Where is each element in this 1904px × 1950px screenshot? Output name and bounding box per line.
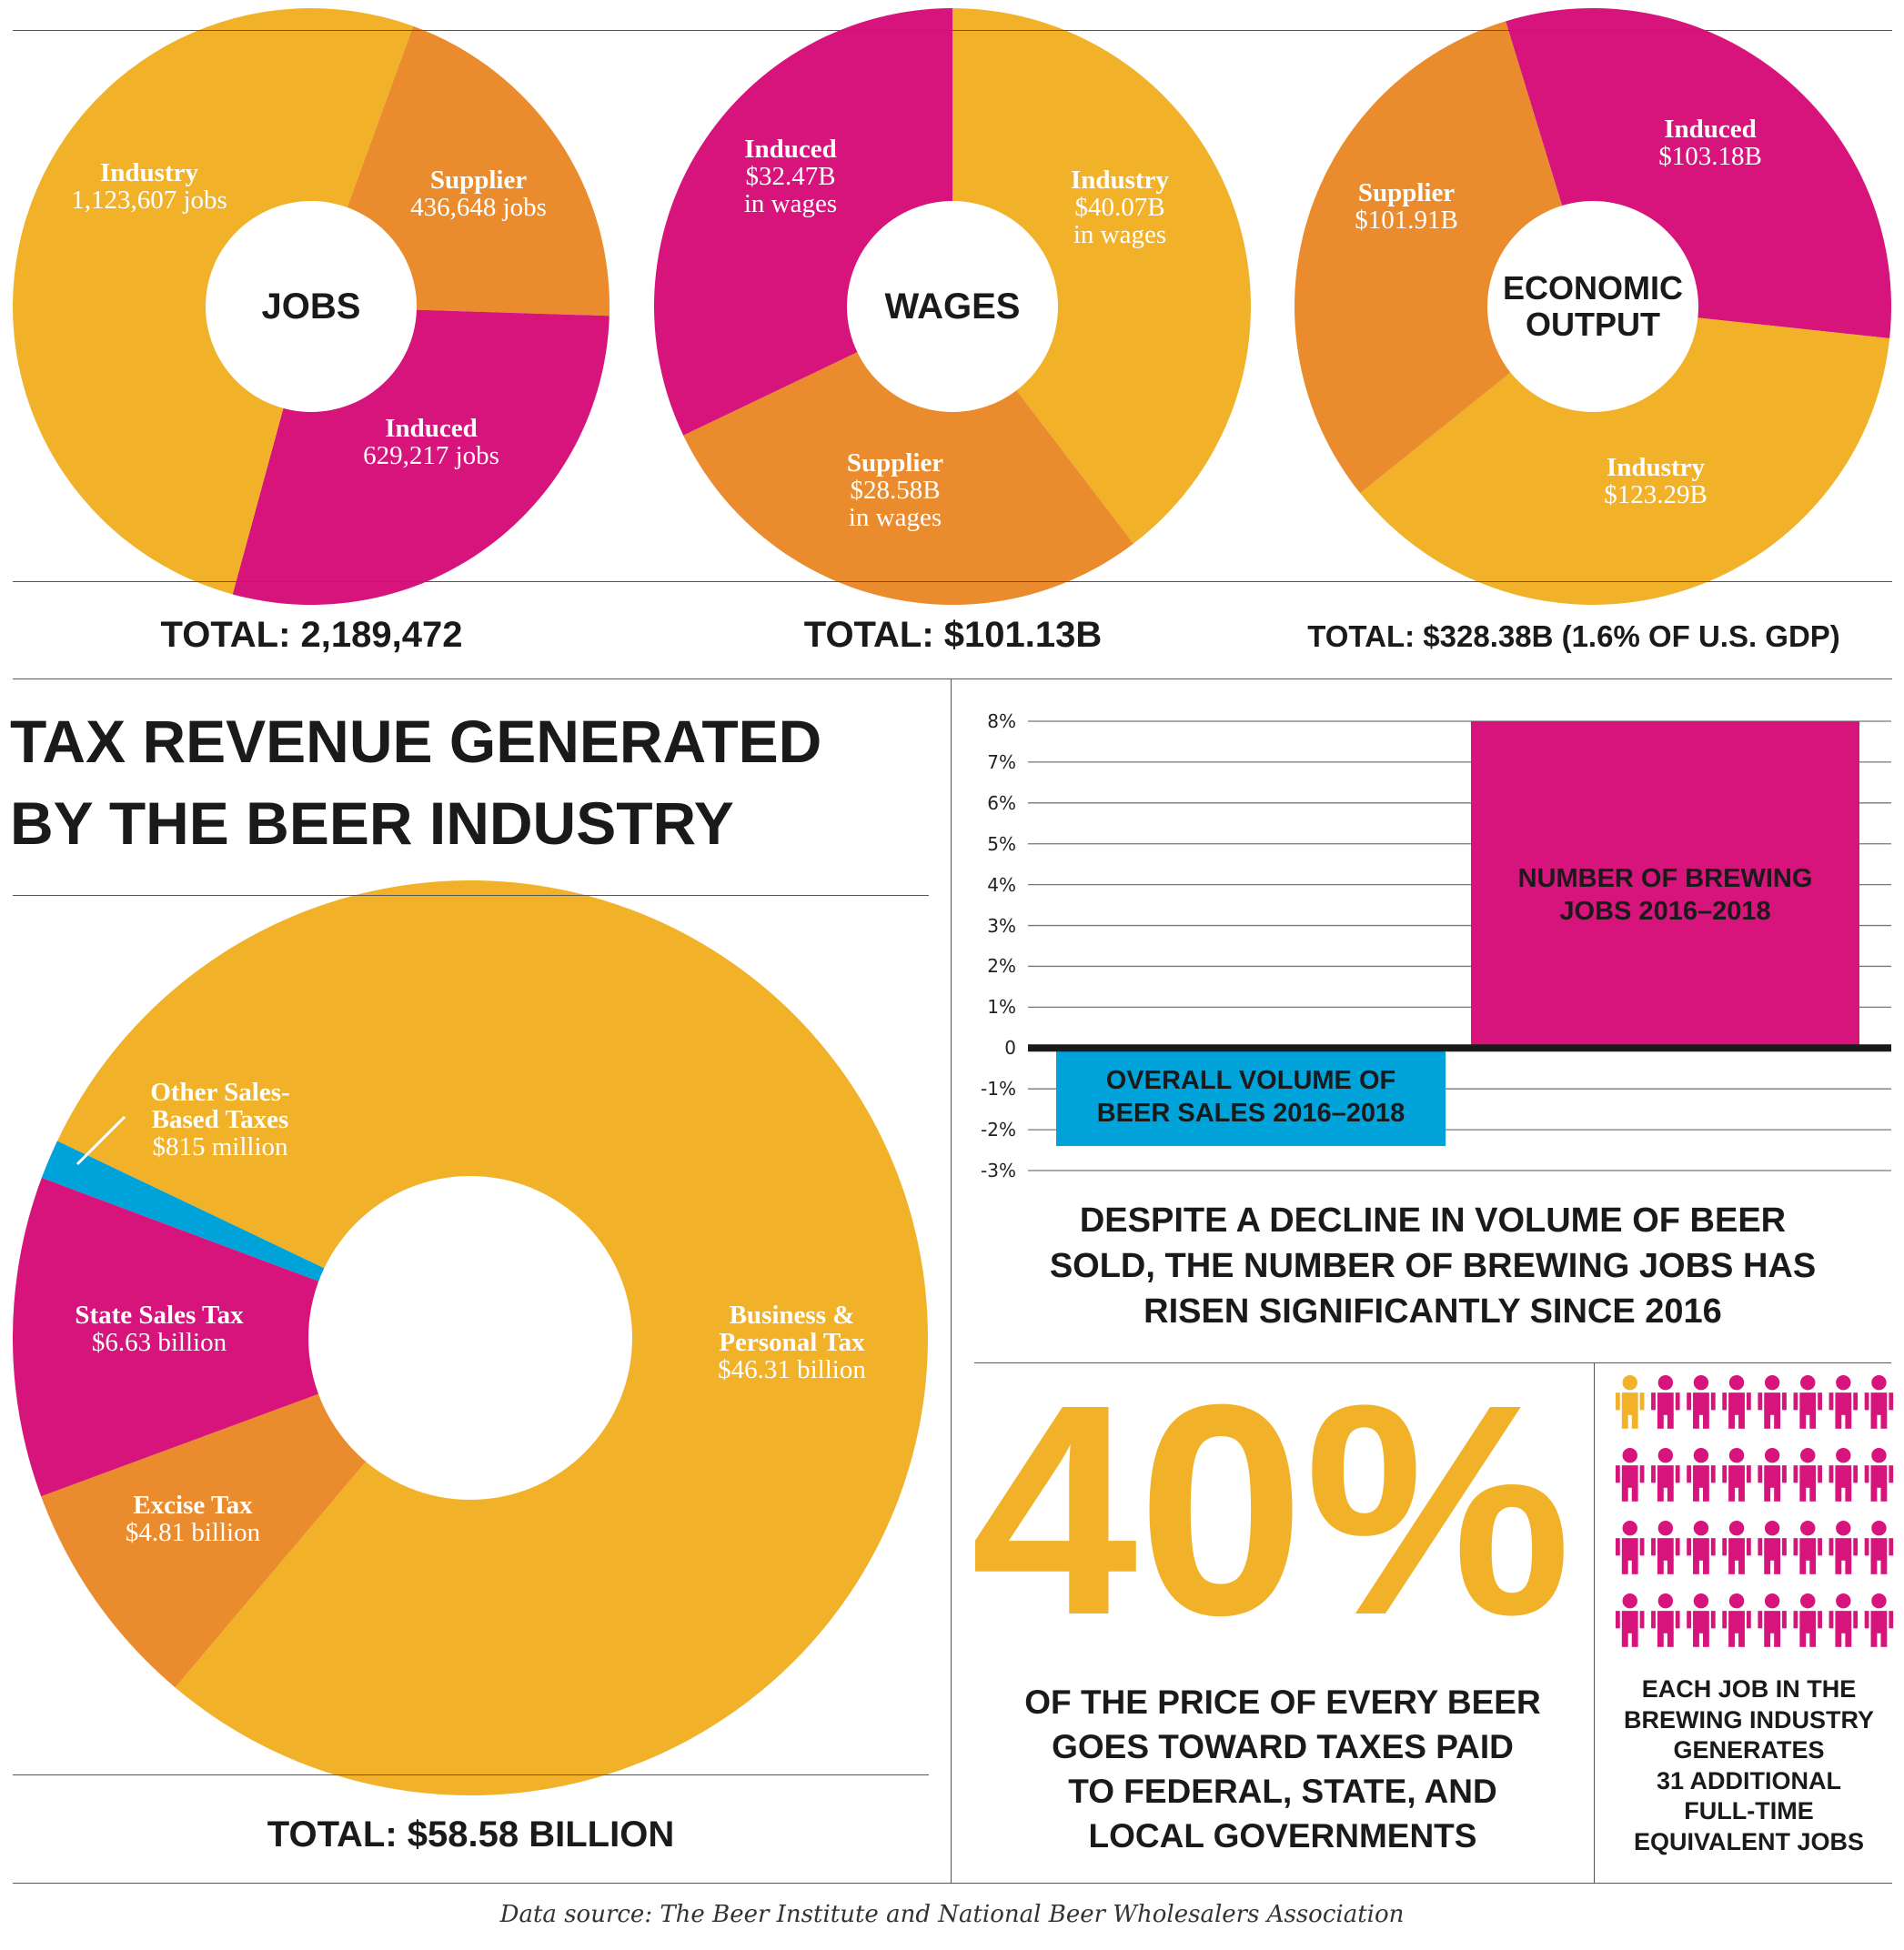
person-icon bbox=[1828, 1521, 1859, 1574]
stat-caption: OF THE PRICE OF EVERY BEER GOES TOWARD TA… bbox=[1024, 1684, 1541, 1855]
jobs-pie-title: JOBS bbox=[261, 286, 361, 327]
y-tick-label: 4% bbox=[987, 873, 1016, 896]
wages-industry-label: Industry $40.07B in wages bbox=[1071, 166, 1169, 249]
jobs-total: TOTAL: 2,189,472 bbox=[160, 615, 463, 655]
wages-pie-title: WAGES bbox=[884, 286, 1021, 327]
wages-induced-label: Induced $32.47B in wages bbox=[743, 135, 838, 218]
bar-caption: DESPITE A DECLINE IN VOLUME OF BEER SOLD,… bbox=[1049, 1201, 1817, 1331]
y-tick-label: -1% bbox=[981, 1078, 1016, 1101]
wages-slice-supplier bbox=[683, 307, 1133, 605]
y-tick-label: 3% bbox=[987, 914, 1016, 937]
person-icon bbox=[1616, 1448, 1645, 1502]
tax-other-label: Other Sales- Based Taxes $815 million bbox=[150, 1078, 290, 1161]
person-icon bbox=[1651, 1593, 1680, 1647]
tax-business-label: Business & Personal Tax $46.31 billion bbox=[718, 1301, 866, 1384]
divider bbox=[13, 1883, 1892, 1884]
person-icon bbox=[1687, 1521, 1716, 1574]
tax-total: TOTAL: $58.58 BILLION bbox=[267, 1814, 675, 1855]
person-icon bbox=[1687, 1593, 1716, 1647]
bar-1 bbox=[1471, 721, 1859, 1049]
person-icon bbox=[1758, 1593, 1787, 1647]
y-tick-label: 5% bbox=[987, 832, 1016, 855]
output-total: TOTAL: $328.38B (1.6% OF U.S. GDP) bbox=[1307, 619, 1840, 653]
bar-label-jobs: NUMBER OF BREWING JOBS 2016–2018 bbox=[1517, 864, 1813, 926]
divider bbox=[13, 1774, 929, 1775]
output-pie-title: ECONOMIC OUTPUT bbox=[1503, 269, 1683, 343]
wages-slice-industry bbox=[952, 8, 1251, 544]
y-tick-label: 8% bbox=[987, 710, 1016, 732]
person-icon bbox=[1828, 1448, 1859, 1502]
jobs-induced-label: Induced 629,217 jobs bbox=[363, 414, 499, 470]
person-icon bbox=[1722, 1593, 1751, 1647]
tax-title: TAX REVENUE GENERATED BY THE BEER INDUSTR… bbox=[10, 708, 822, 857]
output-industry-label: Industry $123.29B bbox=[1604, 453, 1708, 509]
stat-value: 40% bbox=[971, 1342, 1572, 1677]
person-icon bbox=[1864, 1448, 1894, 1502]
output-slice-supplier bbox=[1295, 21, 1593, 494]
person-icon bbox=[1722, 1521, 1751, 1574]
wages-donut-hole bbox=[847, 201, 1058, 412]
y-tick-label: -3% bbox=[981, 1160, 1016, 1181]
person-icon bbox=[1687, 1375, 1716, 1429]
y-tick-label: 1% bbox=[987, 996, 1016, 1019]
person-icon bbox=[1722, 1448, 1751, 1502]
person-icon bbox=[1758, 1375, 1787, 1429]
y-tick-label: -2% bbox=[981, 1119, 1016, 1141]
person-icon bbox=[1864, 1593, 1894, 1647]
person-icon bbox=[1864, 1521, 1894, 1574]
tax-state-label: State Sales Tax $6.63 billion bbox=[75, 1301, 244, 1357]
person-icon bbox=[1828, 1375, 1859, 1429]
divider bbox=[1594, 1362, 1595, 1883]
y-tick-label: 7% bbox=[987, 750, 1016, 773]
person-icon bbox=[1758, 1521, 1787, 1574]
tax-donut-hole bbox=[308, 1176, 632, 1500]
person-icon bbox=[1651, 1448, 1680, 1502]
person-icon bbox=[1828, 1593, 1859, 1647]
person-icon bbox=[1793, 1593, 1822, 1647]
divider bbox=[974, 1362, 1891, 1363]
output-supplier-label: Supplier $101.91B bbox=[1355, 178, 1458, 235]
bar-label-volume: OVERALL VOLUME OF BEER SALES 2016–2018 bbox=[1096, 1066, 1405, 1128]
person-icon bbox=[1616, 1593, 1645, 1647]
y-tick-label: 6% bbox=[987, 791, 1016, 814]
bar-0 bbox=[1056, 1048, 1446, 1147]
person-icon bbox=[1758, 1448, 1787, 1502]
wages-supplier-label: Supplier $28.58B in wages bbox=[846, 448, 944, 532]
y-tick-label: 2% bbox=[987, 955, 1016, 978]
person-icon bbox=[1651, 1521, 1680, 1574]
tax-excise-label: Excise Tax $4.81 billion bbox=[125, 1491, 261, 1547]
jobs-industry-label: Industry 1,123,607 jobs bbox=[71, 158, 227, 215]
output-slice-industry bbox=[1360, 307, 1890, 606]
person-icon bbox=[1651, 1375, 1680, 1429]
person-icon bbox=[1616, 1375, 1645, 1429]
people-caption: EACH JOB IN THE BREWING INDUSTRY GENERATES… bbox=[1624, 1675, 1874, 1855]
divider bbox=[951, 678, 952, 1883]
y-tick-label: 0 bbox=[1004, 1037, 1016, 1060]
output-donut-hole bbox=[1487, 201, 1698, 412]
divider bbox=[13, 581, 1892, 582]
output-induced-label: Induced $103.18B bbox=[1658, 115, 1762, 171]
person-icon bbox=[1793, 1375, 1822, 1429]
person-icon bbox=[1793, 1521, 1822, 1574]
divider bbox=[13, 678, 1892, 679]
person-icon bbox=[1616, 1521, 1645, 1574]
person-icon bbox=[1793, 1448, 1822, 1502]
tax-slice-state-sales-tax bbox=[12, 1177, 471, 1497]
wages-total: TOTAL: $101.13B bbox=[803, 615, 1103, 655]
tax-other-leader-line bbox=[76, 1115, 126, 1166]
data-source: Data source: The Beer Institute and Nati… bbox=[499, 1901, 1405, 1928]
jobs-supplier-label: Supplier 436,648 jobs bbox=[410, 166, 547, 222]
person-icon bbox=[1722, 1375, 1751, 1429]
divider bbox=[13, 895, 929, 896]
person-icon bbox=[1864, 1375, 1894, 1429]
person-icon bbox=[1687, 1448, 1716, 1502]
divider bbox=[13, 30, 1892, 31]
jobs-donut-hole bbox=[206, 201, 417, 412]
